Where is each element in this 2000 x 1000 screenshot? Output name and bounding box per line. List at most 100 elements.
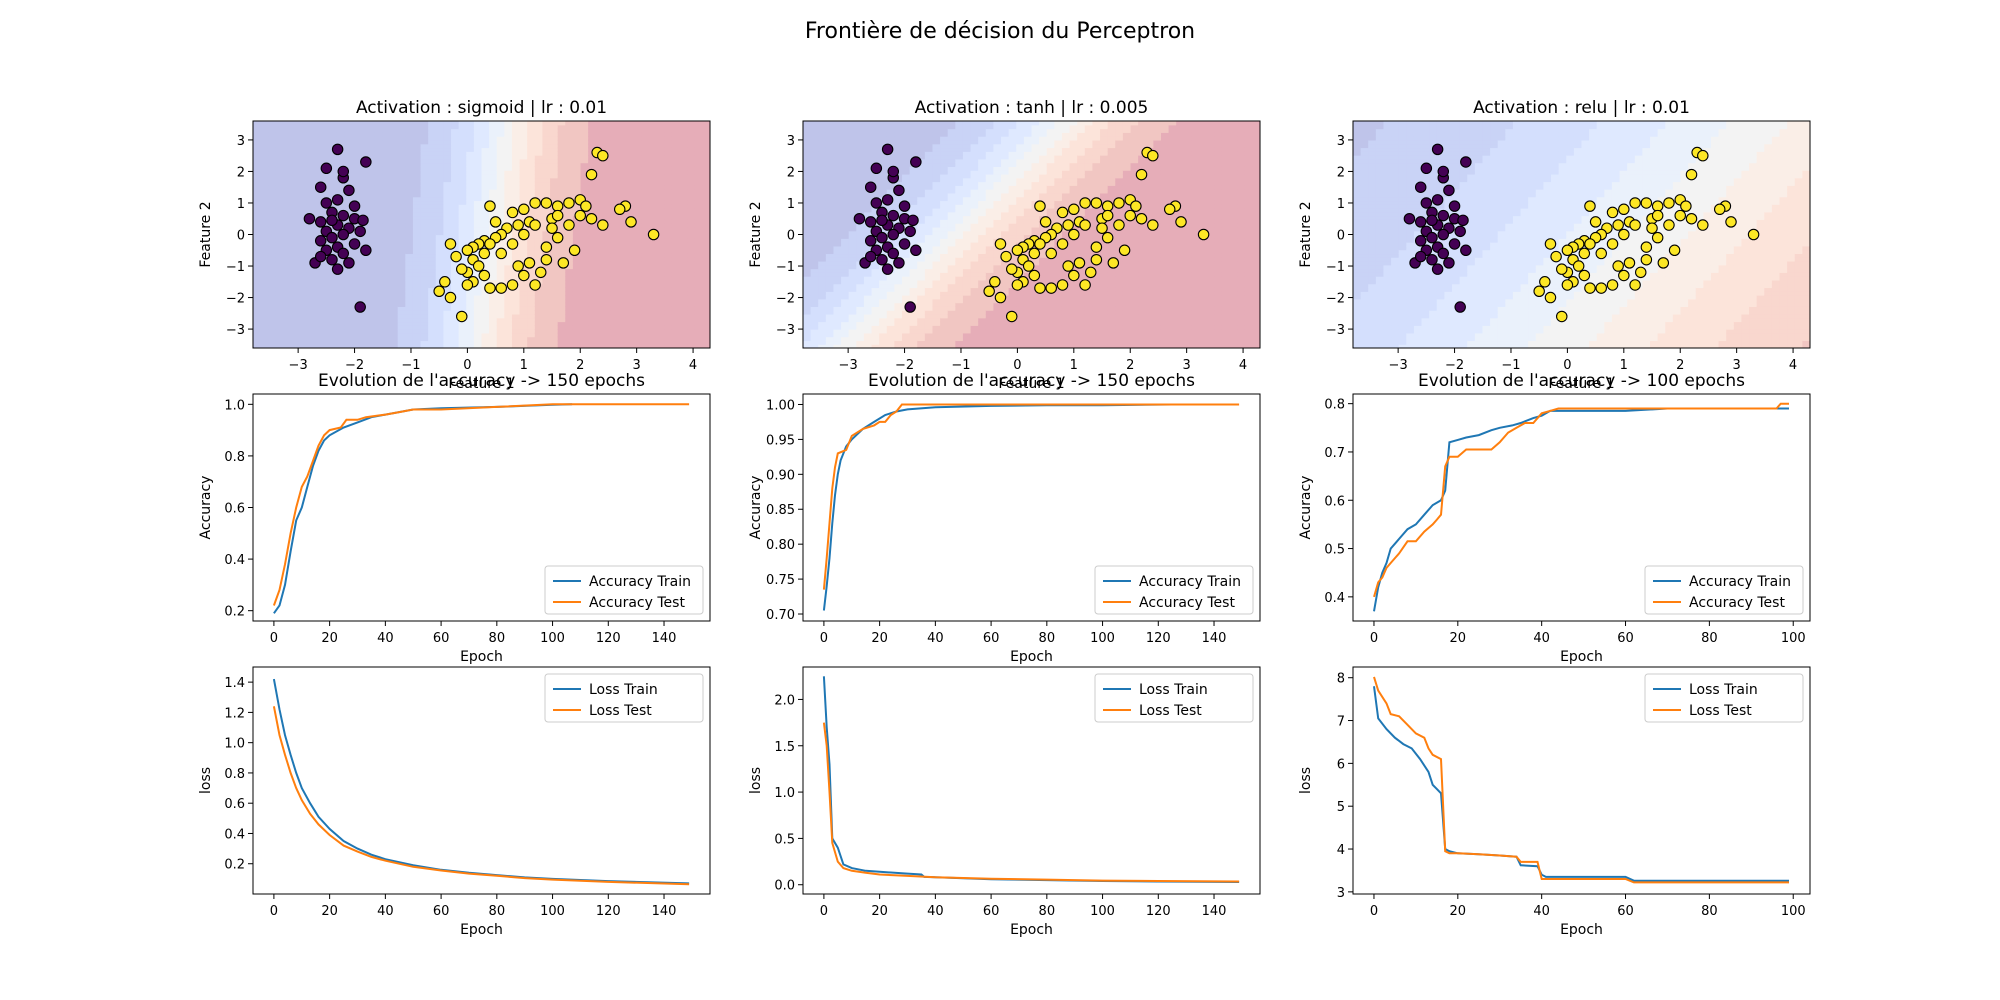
surface-cell <box>313 211 323 217</box>
surface-cell <box>841 128 850 133</box>
surface-cell <box>283 242 292 247</box>
surface-cell <box>557 276 566 281</box>
surface-cell <box>940 332 949 338</box>
x-tick-label: 3 <box>633 358 641 373</box>
surface-cell <box>610 211 620 217</box>
surface-cell <box>671 177 681 183</box>
surface-cell <box>374 268 384 273</box>
surface-cell <box>466 226 475 232</box>
surface-cell <box>565 317 574 323</box>
surface-cell <box>336 260 345 266</box>
surface-cell <box>818 147 827 152</box>
surface-cell <box>947 139 956 145</box>
surface-cell <box>283 295 292 300</box>
surface-cell <box>557 223 566 228</box>
surface-cell <box>902 257 911 262</box>
surface-cell <box>557 155 566 160</box>
surface-cell <box>283 306 292 311</box>
surface-cell <box>344 279 353 285</box>
surface-cell <box>618 121 627 126</box>
surface-cell <box>496 136 505 141</box>
surface-cell <box>542 325 551 330</box>
surface-cell <box>702 185 710 190</box>
surface-cell <box>420 211 429 217</box>
surface-cell <box>352 132 361 137</box>
surface-cell <box>671 166 681 171</box>
surface-cell <box>687 147 696 152</box>
surface-cell <box>344 313 353 319</box>
surface-cell <box>702 208 710 213</box>
surface-cell <box>633 253 643 258</box>
surface-cell <box>534 136 544 141</box>
surface-cell <box>519 121 528 126</box>
surface-cell <box>947 226 956 232</box>
surface-cell <box>810 158 819 164</box>
surface-cell <box>679 257 688 262</box>
surface-cell <box>504 177 513 183</box>
surface-cell <box>412 329 422 334</box>
surface-cell <box>550 242 559 247</box>
surface-cell <box>833 298 842 304</box>
surface-cell <box>610 264 620 270</box>
surface-cell <box>344 332 353 338</box>
surface-cell <box>702 332 710 338</box>
surface-cell <box>687 321 696 326</box>
surface-cell <box>833 143 842 149</box>
surface-cell <box>420 204 429 209</box>
surface-cell <box>947 279 956 285</box>
surface-cell <box>367 340 376 345</box>
surface-cell <box>679 279 688 285</box>
surface-cell <box>641 189 650 194</box>
scatter-point <box>331 143 344 156</box>
surface-cell <box>260 272 269 277</box>
surface-cell <box>848 257 857 262</box>
surface-cell <box>390 260 399 266</box>
surface-cell <box>268 230 277 236</box>
surface-cell <box>313 121 323 126</box>
surface-cell <box>405 192 414 198</box>
surface-cell <box>871 173 880 179</box>
surface-cell <box>451 204 460 209</box>
surface-cell <box>321 264 330 270</box>
surface-cell <box>466 208 475 213</box>
surface-cell <box>664 162 673 167</box>
surface-cell <box>671 128 681 133</box>
surface-cell <box>352 121 361 126</box>
surface-cell <box>610 170 620 175</box>
surface-cell <box>565 234 574 239</box>
surface-cell <box>275 166 285 171</box>
surface-cell <box>955 332 964 338</box>
surface-cell <box>917 283 926 289</box>
surface-cell <box>687 170 696 175</box>
surface-cell <box>534 336 544 342</box>
surface-cell <box>405 313 414 319</box>
surface-cell <box>367 204 376 209</box>
surface-cell <box>496 139 505 145</box>
surface-cell <box>565 139 574 145</box>
surface-cell <box>902 128 911 133</box>
surface-cell <box>283 257 292 262</box>
surface-cell <box>856 128 865 133</box>
surface-cell <box>649 268 658 273</box>
surface-cell <box>610 325 620 330</box>
surface-cell <box>932 257 941 262</box>
surface-cell <box>863 166 873 171</box>
surface-cell <box>382 173 391 179</box>
surface-cell <box>871 264 880 270</box>
surface-cell <box>572 276 582 281</box>
surface-cell <box>504 253 513 258</box>
surface-cell <box>841 272 850 277</box>
surface-cell <box>924 132 934 137</box>
surface-cell <box>641 147 650 152</box>
surface-cell <box>909 147 918 152</box>
surface-cell <box>694 249 703 255</box>
surface-cell <box>848 223 857 228</box>
surface-cell <box>848 170 857 175</box>
surface-cell <box>390 298 399 304</box>
surface-cell <box>466 215 475 220</box>
surface-cell <box>268 245 277 251</box>
surface-cell <box>902 336 911 342</box>
surface-cell <box>856 295 865 300</box>
surface-cell <box>260 215 269 220</box>
surface-cell <box>641 302 650 307</box>
